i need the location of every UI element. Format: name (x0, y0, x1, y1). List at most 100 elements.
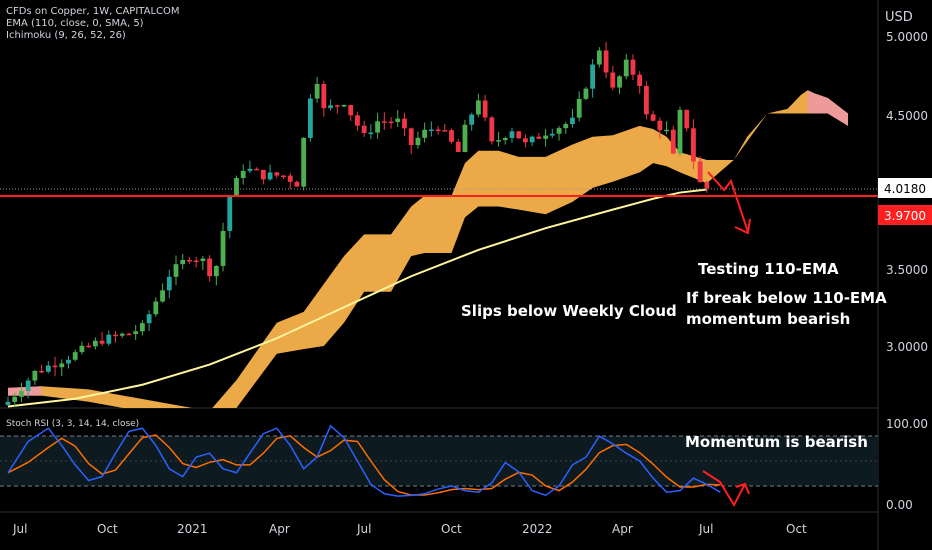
candle-body (381, 121, 387, 123)
ichimoku-cloud-bearish (807, 90, 848, 126)
candle-body (207, 258, 212, 277)
candle-body (476, 100, 481, 115)
candle-body (119, 333, 125, 336)
candle-body (321, 83, 327, 109)
candle-body (428, 129, 434, 132)
candles-layer (5, 41, 710, 407)
chart-legend: CFDs on Copper, 1W, CAPITALCOM EMA (110,… (6, 6, 180, 42)
candle-body (368, 132, 374, 135)
candle-body (166, 276, 172, 291)
candle-body (657, 120, 663, 131)
x-tick-label: Oct (97, 522, 118, 536)
candle-body (25, 380, 31, 391)
candle-body (449, 130, 454, 142)
candle-body (509, 131, 515, 139)
y-tick-label: 5.0000 (886, 30, 928, 44)
candle-body (670, 129, 676, 154)
candle-body (328, 105, 333, 109)
candle-body (644, 85, 649, 115)
candle-body (697, 161, 703, 183)
candle-body (227, 195, 233, 231)
candle-body (240, 170, 246, 179)
candle-body (556, 128, 562, 134)
candle-body (462, 124, 468, 152)
candle-body (388, 121, 394, 124)
candle-body (247, 168, 253, 171)
candle-body (187, 259, 192, 262)
candle-body (623, 59, 629, 77)
annotation-break-line1: If break below 110-EMA (686, 289, 887, 307)
annotation-cloud: Slips below Weekly Cloud (461, 302, 677, 320)
candle-body (408, 128, 414, 146)
legend-ema[interactable]: EMA (110, close, 0, SMA, 5) (6, 18, 144, 29)
candle-body (260, 169, 266, 180)
candle-body (92, 340, 98, 347)
candle-body (402, 118, 407, 129)
stoch-rsi-layer (7, 424, 721, 497)
x-tick-label: Jul (12, 522, 27, 536)
candle-body (502, 138, 508, 141)
candle-body (516, 131, 522, 139)
candle-body (193, 260, 199, 263)
stoch-legend[interactable]: Stoch RSI (3, 3, 14, 14, close) (6, 419, 140, 429)
candle-body (482, 100, 488, 118)
price-tag-current: 4.0180 (884, 182, 926, 196)
candle-body (294, 181, 300, 187)
price-tag-support: 3.9700 (884, 209, 926, 223)
candle-body (180, 259, 186, 265)
y-tick-label: 3.0000 (886, 340, 928, 354)
candle-body (435, 129, 441, 132)
candle-body (650, 114, 656, 121)
candle-body (39, 370, 44, 373)
ema-110-line (7, 188, 707, 408)
ichimoku-cloud-layer (8, 90, 848, 408)
price-tag-current-bg (878, 178, 932, 198)
candle-body (308, 98, 313, 138)
candle-body (106, 334, 112, 344)
legend-ichimoku[interactable]: Ichimoku (9, 26, 52, 26) (6, 30, 126, 41)
candle-body (691, 128, 696, 162)
x-tick-label: Oct (786, 522, 807, 536)
candle-body (617, 76, 622, 88)
candle-body (361, 125, 367, 133)
x-tick-label: Apr (269, 522, 290, 536)
candle-body (86, 345, 92, 348)
candle-body (637, 74, 643, 86)
candle-body (630, 59, 636, 75)
candle-body (281, 175, 286, 178)
stoch-y-tick: 100.00 (886, 417, 928, 431)
candle-body (684, 109, 690, 129)
y-tick-label: 3.5000 (886, 263, 928, 277)
ichimoku-cloud (8, 90, 848, 408)
candle-body (596, 50, 602, 65)
candle-body (536, 136, 542, 139)
x-tick-label: Apr (612, 522, 633, 536)
candle-body (19, 390, 24, 397)
stoch-y-tick: 0.00 (886, 498, 913, 512)
candle-body (72, 352, 78, 360)
candle-body (603, 50, 609, 73)
candle-body (12, 396, 18, 402)
axis-unit-label: USD (885, 10, 913, 25)
candle-body (32, 370, 38, 381)
candle-body (422, 129, 428, 138)
candle-body (583, 88, 589, 99)
stoch-k-line (7, 424, 721, 497)
candle-body (234, 178, 239, 196)
bearish-arrow-stoch-head (735, 482, 750, 495)
candle-body (543, 135, 548, 139)
candle-body (45, 365, 51, 372)
candle-body (153, 301, 159, 315)
candle-body (469, 114, 475, 125)
price-tag-support-bg (878, 205, 932, 225)
candle-body (395, 118, 401, 123)
x-tick-label: Jul (356, 522, 371, 536)
legend-symbol[interactable]: CFDs on Copper, 1W, CAPITALCOM (6, 6, 180, 17)
candle-body (529, 136, 535, 143)
candle-body (160, 290, 165, 302)
candle-body (334, 105, 340, 107)
candle-body (133, 331, 139, 335)
bearish-arrow-main-head (734, 218, 751, 235)
candle-body (576, 98, 582, 118)
